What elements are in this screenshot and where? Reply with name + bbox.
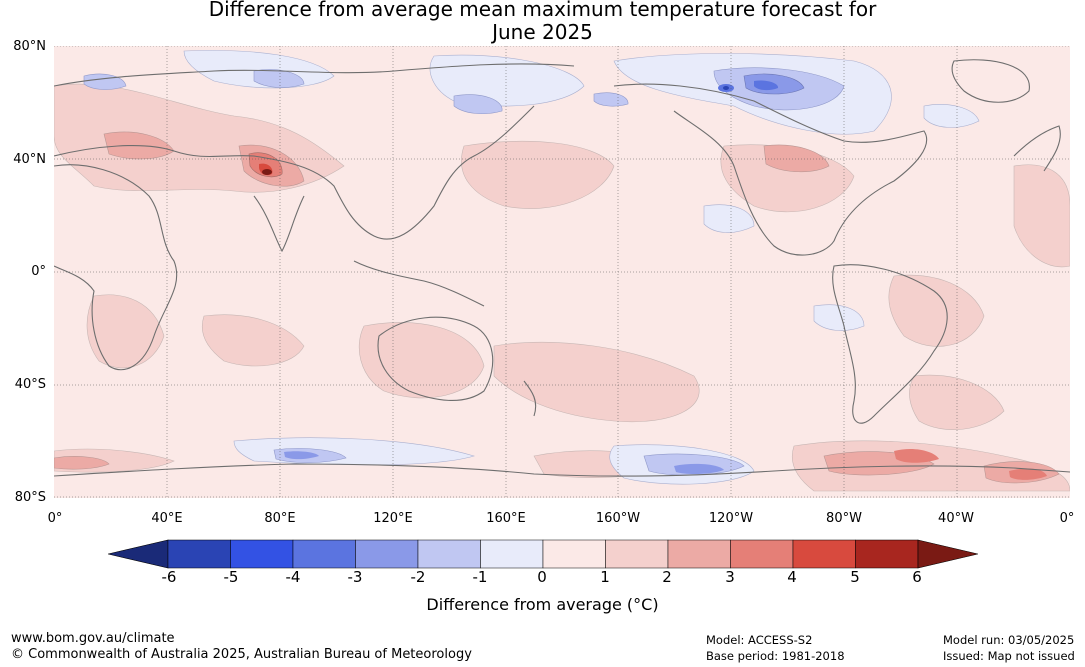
title-line-2: June 2025	[492, 20, 593, 44]
colorbar-tick-label: 0	[537, 568, 547, 586]
colorbar	[107, 539, 979, 569]
colorbar-segment	[417, 539, 481, 569]
colorbar-tick-label: -4	[285, 568, 301, 586]
colorbar-segment	[667, 539, 731, 569]
lon-label-0-left: 0°	[47, 511, 63, 526]
lat-label-0: 0°	[31, 264, 46, 279]
anomaly-1-to-2	[54, 83, 1070, 492]
lon-label-120e: 120°E	[373, 511, 413, 526]
lon-label-160e: 160°E	[486, 511, 526, 526]
colorbar-tick-label: -2	[410, 568, 426, 586]
colorbar-tick-label: -6	[161, 568, 177, 586]
colorbar-segment	[730, 539, 794, 569]
colorbar-tick-label: 4	[787, 568, 797, 586]
colorbar-segment	[292, 539, 356, 569]
colorbar-segment	[605, 539, 669, 569]
colorbar-segment	[542, 539, 606, 569]
lon-label-120w: 120°W	[708, 511, 754, 526]
colorbar-svg	[107, 539, 979, 569]
lon-label-40w: 40°W	[938, 511, 974, 526]
colorbar-segment	[230, 539, 294, 569]
map-canvas	[54, 46, 1070, 498]
title-line-1: Difference from average mean maximum tem…	[208, 0, 877, 21]
lat-label-80s: 80°S	[14, 490, 46, 505]
footer-issued: Issued: Map not issued	[943, 649, 1075, 663]
colorbar-segment	[480, 539, 544, 569]
colorbar-tick-label: 3	[725, 568, 735, 586]
colorbar-tick-label: 2	[662, 568, 672, 586]
colorbar-tick-label: -3	[347, 568, 363, 586]
lat-label-80n: 80°N	[13, 39, 46, 54]
colorbar-tick-label: -5	[223, 568, 239, 586]
lon-label-0-right: 0°	[1059, 511, 1075, 526]
lon-label-160w: 160°W	[595, 511, 641, 526]
colorbar-label: Difference from average (°C)	[426, 595, 659, 614]
colorbar-tick-label: -1	[472, 568, 488, 586]
coastlines	[54, 59, 1070, 477]
forecast-map	[54, 46, 1070, 498]
lon-label-40e: 40°E	[151, 511, 183, 526]
colorbar-segment	[855, 539, 919, 569]
lon-label-80w: 80°W	[826, 511, 862, 526]
colorbar-extend-high	[917, 539, 979, 569]
footer-model: Model: ACCESS-S2	[706, 633, 813, 647]
anomaly-cold-core	[284, 73, 805, 475]
colorbar-tick-label: 6	[912, 568, 922, 586]
chart-title: Difference from average mean maximum tem…	[0, 0, 1085, 44]
anomaly-minus1-to-0	[183, 50, 980, 485]
footer-copyright: © Commonwealth of Australia 2025, Austra…	[11, 647, 472, 662]
colorbar-segment	[355, 539, 419, 569]
colorbar-tick-label: 1	[600, 568, 610, 586]
lat-label-40n: 40°N	[13, 152, 46, 167]
lat-label-40s: 40°S	[14, 377, 46, 392]
colorbar-tick-label: 5	[850, 568, 860, 586]
footer-site: www.bom.gov.au/climate	[11, 631, 175, 646]
colorbar-segment	[792, 539, 856, 569]
colorbar-extend-low	[107, 539, 169, 569]
footer-base-period: Base period: 1981-2018	[706, 649, 845, 663]
lon-label-80e: 80°E	[264, 511, 296, 526]
footer-model-run: Model run: 03/05/2025	[943, 633, 1075, 647]
graticule	[54, 46, 1070, 498]
colorbar-segment	[167, 539, 231, 569]
